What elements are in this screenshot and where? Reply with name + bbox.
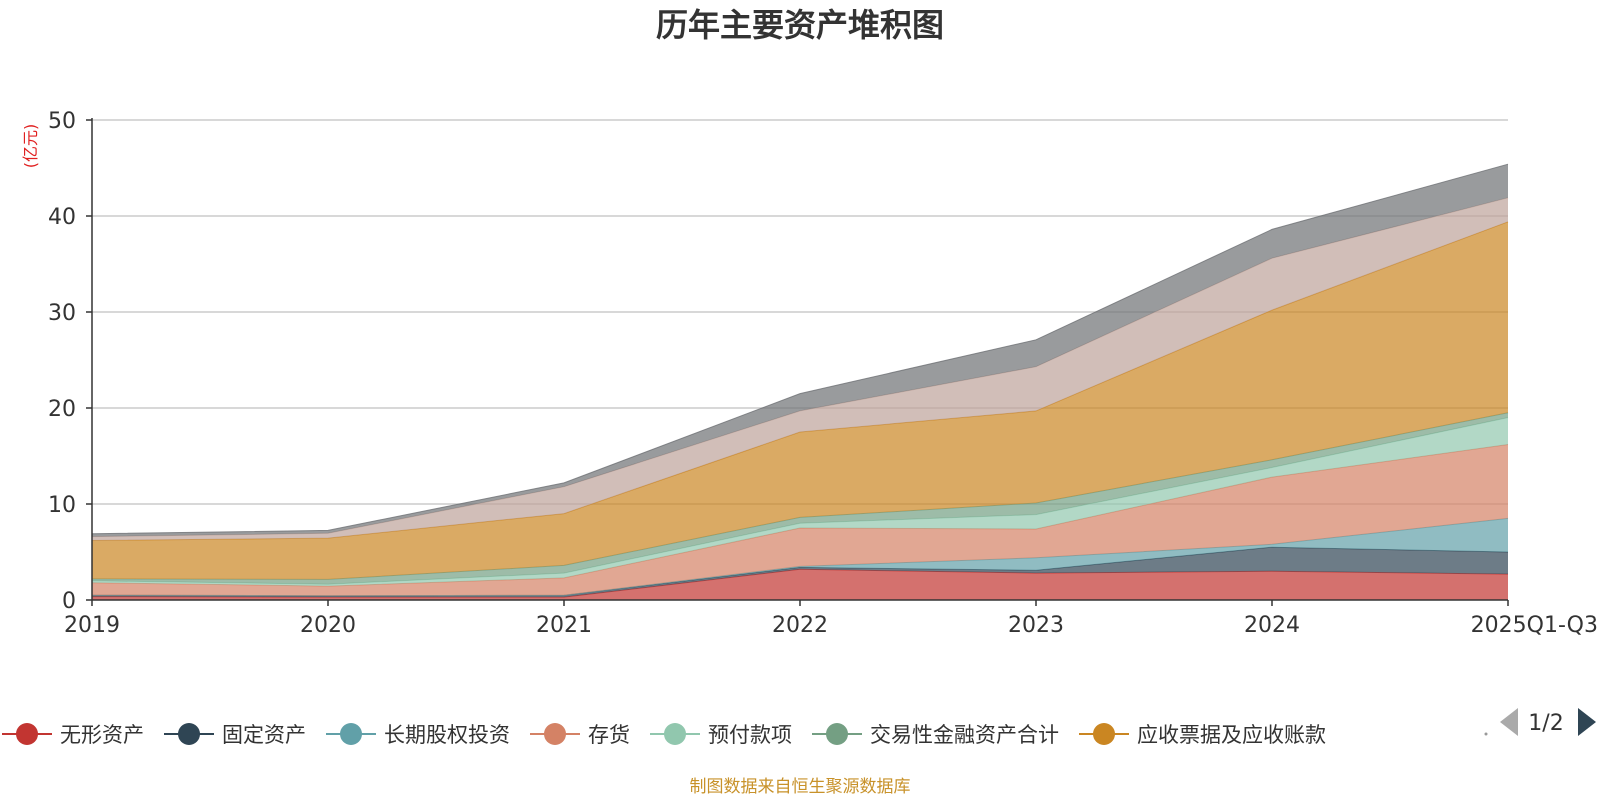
y-axis-ticks: 0 10 20 30 40 50 — [48, 109, 92, 614]
y-tick-label-4: 40 — [48, 205, 76, 230]
x-tick-label-2: 2021 — [536, 613, 592, 638]
x-tick-label-4: 2023 — [1008, 613, 1064, 638]
legend-label-0: 无形资产 — [60, 723, 144, 747]
legend-item-2[interactable]: 长期股权投资 — [326, 723, 510, 747]
area-series-line-8 — [91, 163, 1509, 535]
legend-marker-3 — [544, 723, 566, 745]
legend-item-6[interactable]: 应收票据及应收账款 — [1079, 723, 1326, 747]
legend-marker-5 — [826, 723, 848, 745]
legend: 无形资产 固定资产 长期股权投资 存货 预付款项 交易性金融资产合计 应收票据及应收账款 — [2, 723, 1488, 747]
area-series-0 — [92, 569, 1508, 600]
legend-marker-1 — [178, 723, 200, 745]
legend-prev-page-button[interactable] — [1500, 708, 1518, 736]
legend-label-2: 长期股权投资 — [384, 723, 510, 747]
y-tick-label-5: 50 — [48, 109, 76, 134]
x-tick-label-3: 2022 — [772, 613, 828, 638]
x-tick-label-5: 2024 — [1244, 613, 1300, 638]
legend-label-6: 应收票据及应收账款 — [1137, 723, 1326, 747]
legend-item-4[interactable]: 预付款项 — [650, 723, 792, 747]
legend-label-5: 交易性金融资产合计 — [870, 723, 1059, 747]
area-series-1 — [92, 547, 1508, 598]
legend-label-3: 存货 — [588, 723, 630, 747]
legend-marker-0 — [16, 723, 38, 745]
y-axis-unit-label: (亿元) — [21, 124, 40, 169]
y-tick-label-0: 0 — [62, 589, 76, 614]
y-tick-label-2: 20 — [48, 397, 76, 422]
area-series — [91, 163, 1509, 600]
legend-item-1[interactable]: 固定资产 — [164, 723, 306, 747]
y-tick-label-3: 30 — [48, 301, 76, 326]
legend-marker-6 — [1093, 723, 1115, 745]
legend-marker-4 — [664, 723, 686, 745]
x-tick-label-1: 2020 — [300, 613, 356, 638]
legend-next-page-button[interactable] — [1578, 708, 1596, 736]
legend-item-0[interactable]: 无形资产 — [2, 723, 144, 747]
x-axis-ticks: 2019 2020 2021 2022 2023 2024 2025Q1-Q3 — [64, 600, 1598, 638]
legend-item-5[interactable]: 交易性金融资产合计 — [812, 723, 1059, 747]
legend-label-1: 固定资产 — [222, 723, 306, 747]
legend-label-4: 预付款项 — [708, 723, 792, 747]
x-tick-label-0: 2019 — [64, 613, 120, 638]
legend-pager: 1/2 — [1500, 708, 1596, 736]
area-series-6 — [92, 221, 1508, 580]
data-source-note: 制图数据来自恒生聚源数据库 — [690, 777, 911, 797]
area-series-3 — [92, 444, 1508, 596]
x-tick-label-6: 2025Q1-Q3 — [1471, 613, 1598, 638]
chart-title: 历年主要资产堆积图 — [656, 6, 944, 44]
legend-marker-2 — [340, 723, 362, 745]
legend-overflow-dot — [1484, 732, 1488, 736]
y-tick-label-1: 10 — [48, 493, 76, 518]
legend-item-3[interactable]: 存货 — [530, 723, 630, 747]
legend-page-indicator: 1/2 — [1528, 711, 1563, 736]
